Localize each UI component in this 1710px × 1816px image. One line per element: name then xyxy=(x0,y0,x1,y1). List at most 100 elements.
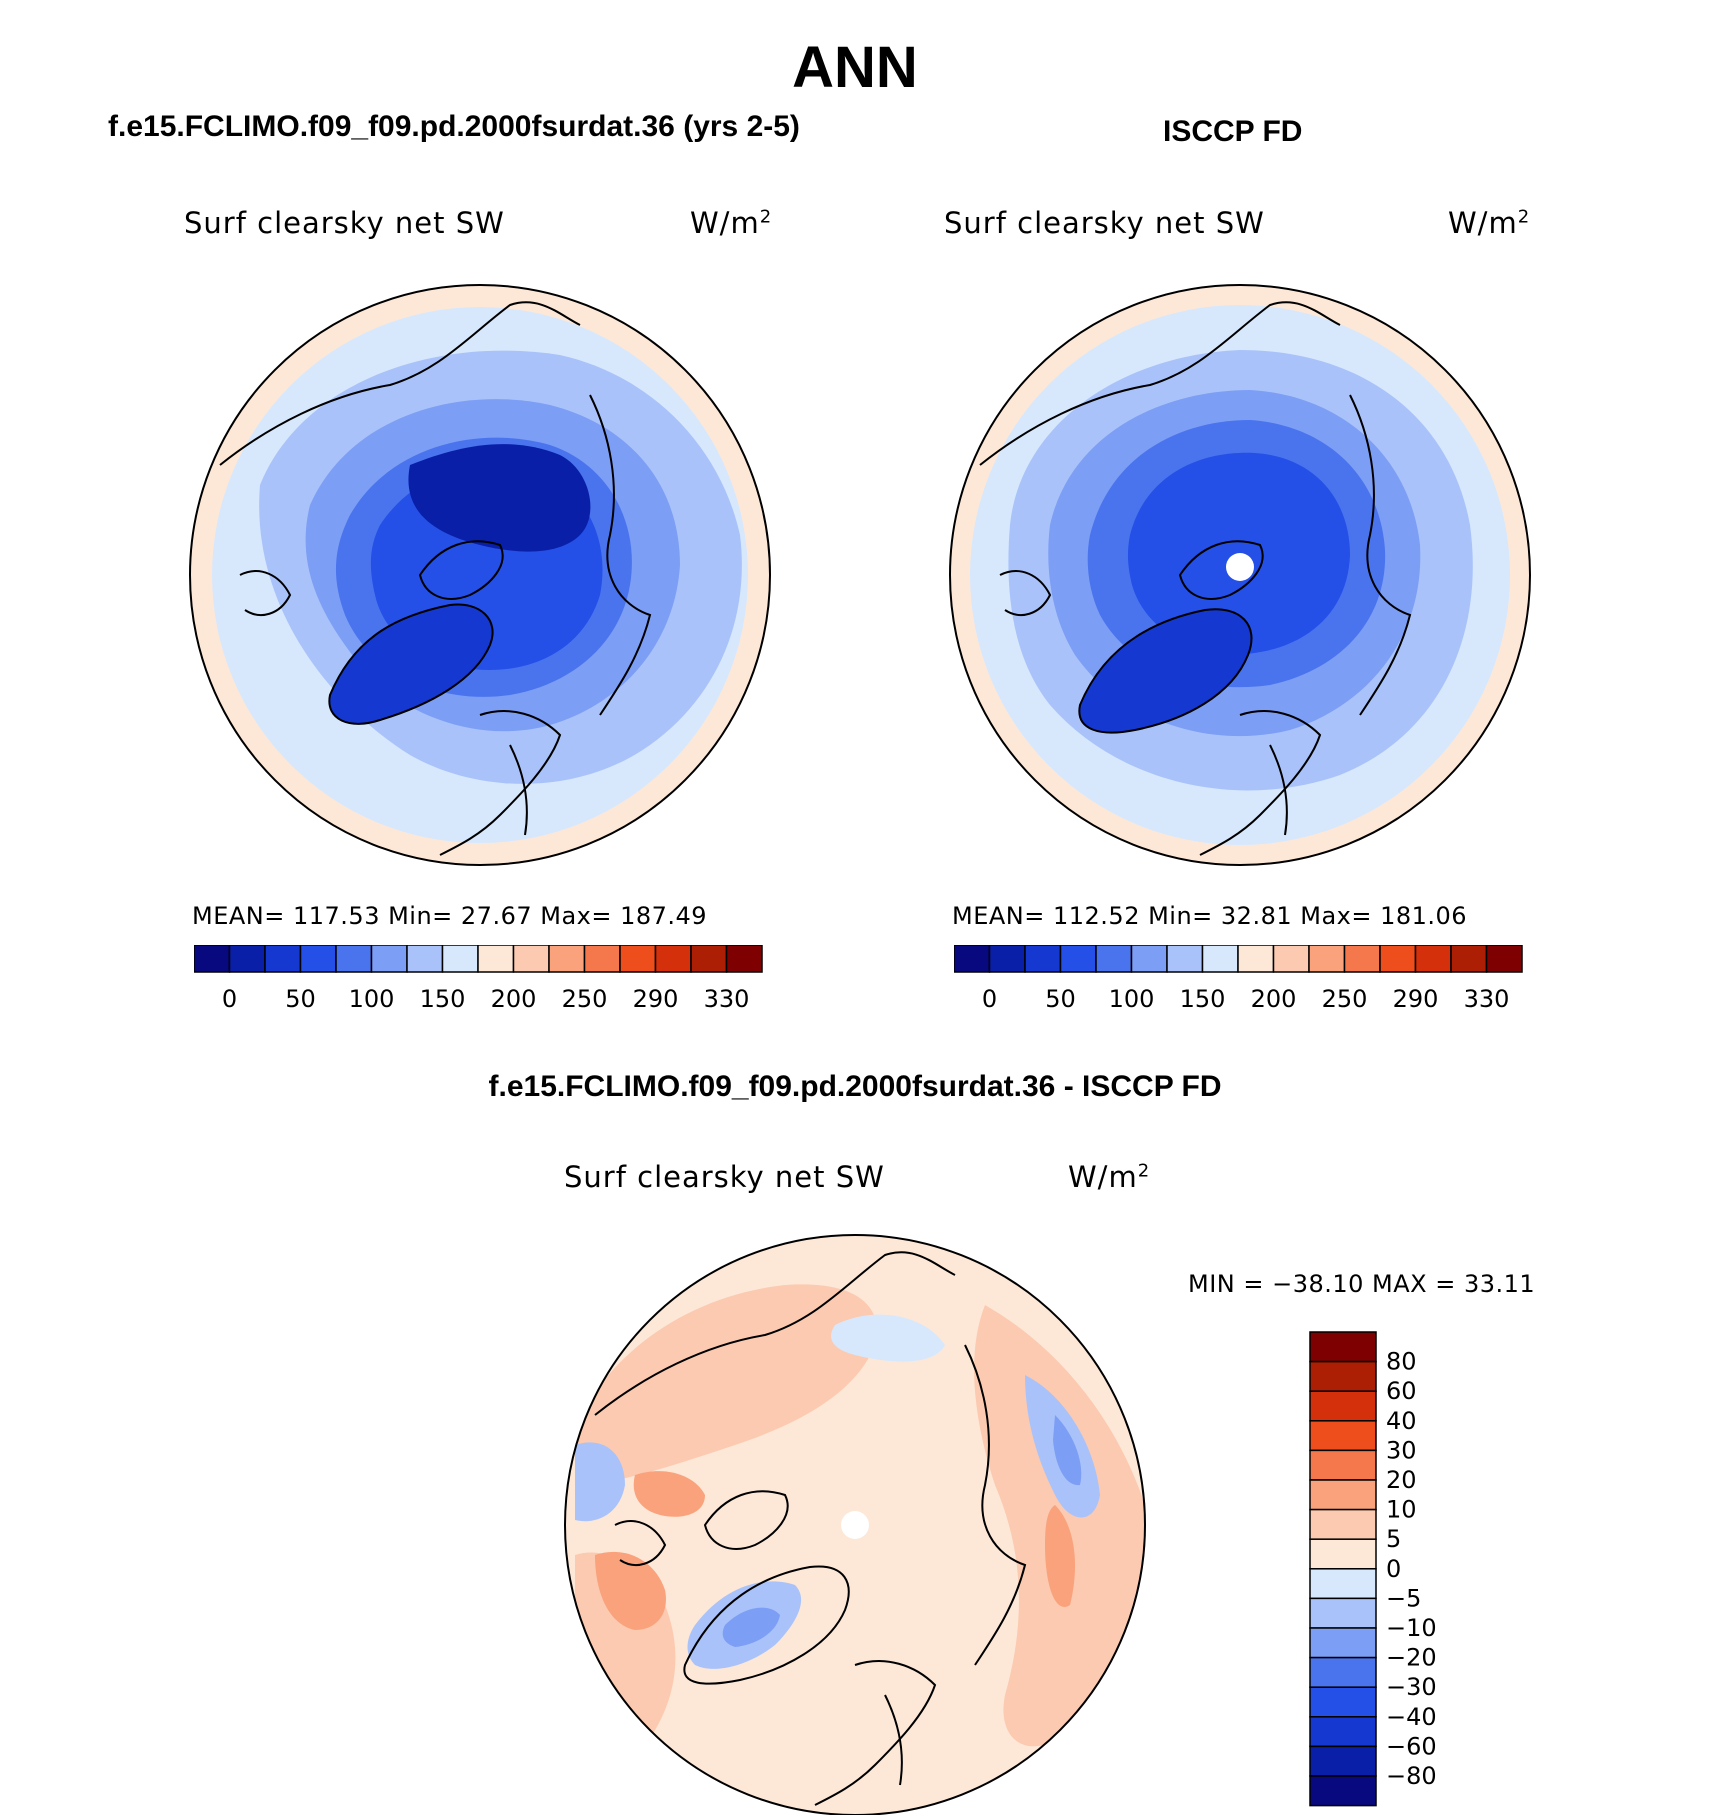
cb1-box-5 xyxy=(370,945,408,973)
cb2-box-0 xyxy=(954,945,991,973)
map1-greenland xyxy=(329,604,493,724)
cb1-box-11 xyxy=(583,945,621,973)
cb3-box-6 xyxy=(1309,1508,1377,1540)
panel-2-polar-map xyxy=(949,284,1531,866)
cb3-box-1 xyxy=(1309,1360,1377,1392)
cb3-tick-label: −60 xyxy=(1386,1732,1437,1760)
map2-coastlines xyxy=(979,301,1412,856)
cb3-tick-label: 60 xyxy=(1386,1377,1417,1405)
diff-contour-salmon-nw xyxy=(575,1284,877,1485)
diff-coastlines xyxy=(594,1251,1027,1806)
cb3-box-13 xyxy=(1309,1716,1377,1748)
panel-2-title: ISCCP FD xyxy=(1163,115,1303,148)
cb2-box-13 xyxy=(1414,945,1452,973)
cb3-box-3 xyxy=(1309,1420,1377,1452)
panel-1-colorbar: 0 50 100 150 200 250 290 330 xyxy=(194,945,763,1013)
cb2-tick-label: 0 xyxy=(982,985,997,1013)
cb2-box-15 xyxy=(1485,945,1523,973)
difference-title: f.e15.FCLIMO.f09_f09.pd.2000fsurdat.36 -… xyxy=(488,1070,1222,1103)
map2-boundary xyxy=(949,284,1531,866)
cb3-box-11 xyxy=(1309,1656,1377,1688)
cb2-box-8 xyxy=(1237,945,1275,973)
panel-1-stats: MEAN= 117.53 Min= 27.67 Max= 187.49 xyxy=(192,902,708,930)
cb3-tick-label: 10 xyxy=(1386,1496,1417,1524)
difference-variable-label: Surf clearsky net SW xyxy=(564,1160,885,1194)
map1-coastlines xyxy=(219,301,652,856)
diff-pole-hole xyxy=(841,1511,869,1539)
cb3-box-15 xyxy=(1309,1775,1377,1807)
cb1-tick-label: 0 xyxy=(222,985,237,1013)
cb3-tick-label: −10 xyxy=(1386,1614,1437,1642)
cb3-tick-label: 40 xyxy=(1386,1407,1417,1435)
cb3-tick-label: −30 xyxy=(1386,1673,1437,1701)
panel-2-colorbar: 0 50 100 150 200 250 290 330 xyxy=(954,945,1523,1013)
diff-contour-blue-w xyxy=(575,1442,625,1522)
cb2-tick-label: 200 xyxy=(1251,985,1297,1013)
cb3-box-2 xyxy=(1309,1390,1377,1422)
cb3-tick-label: 0 xyxy=(1386,1555,1401,1583)
cb1-tick-label: 200 xyxy=(491,985,537,1013)
cb2-tick-label: 250 xyxy=(1322,985,1368,1013)
cb1-tick-label: 100 xyxy=(349,985,395,1013)
cb2-box-11 xyxy=(1343,945,1381,973)
map2-pole-hole xyxy=(1226,553,1254,581)
cb3-box-5 xyxy=(1309,1479,1377,1511)
cb1-box-3 xyxy=(299,945,337,973)
cb3-tick-label: −5 xyxy=(1386,1584,1421,1612)
cb2-box-9 xyxy=(1272,945,1310,973)
cb2-box-6 xyxy=(1166,945,1204,973)
cb3-box-12 xyxy=(1309,1686,1377,1718)
figure-title: ANN xyxy=(792,35,918,100)
cb3-tick-label: 30 xyxy=(1386,1436,1417,1464)
cb3-tick-label: −40 xyxy=(1386,1703,1437,1731)
cb1-tick-label: 290 xyxy=(633,985,679,1013)
cb1-box-15 xyxy=(725,945,763,973)
cb3-box-9 xyxy=(1309,1597,1377,1629)
map1-contour-darkest xyxy=(408,444,591,552)
diff-contour-blue-n xyxy=(831,1314,945,1362)
panel-2-variable-label: Surf clearsky net SW xyxy=(944,206,1265,240)
cb2-box-12 xyxy=(1379,945,1417,973)
difference-polar-map xyxy=(564,1234,1146,1815)
diff-boundary xyxy=(564,1234,1146,1815)
cb2-box-5 xyxy=(1130,945,1168,973)
panel-1-polar-map xyxy=(189,284,771,866)
cb3-box-10 xyxy=(1309,1627,1377,1659)
cb3-tick-label: 80 xyxy=(1386,1348,1417,1376)
cb3-box-4 xyxy=(1309,1449,1377,1481)
cb2-tick-label: 150 xyxy=(1180,985,1226,1013)
cb2-box-10 xyxy=(1308,945,1346,973)
difference-stats: MIN = −38.10 MAX = 33.11 xyxy=(1188,1270,1536,1298)
panel-2-stats: MEAN= 112.52 Min= 32.81 Max= 181.06 xyxy=(952,902,1468,930)
cb2-tick-label: 100 xyxy=(1109,985,1155,1013)
cb3-box-8 xyxy=(1309,1568,1377,1600)
cb2-box-14 xyxy=(1450,945,1488,973)
cb2-box-1 xyxy=(988,945,1026,973)
cb1-box-12 xyxy=(619,945,657,973)
diff-contour-orange-sw xyxy=(595,1551,666,1630)
cb1-box-7 xyxy=(441,945,479,973)
cb2-box-2 xyxy=(1024,945,1062,973)
cb2-box-3 xyxy=(1059,945,1097,973)
cb1-tick-label: 50 xyxy=(285,985,316,1013)
cb2-tick-label: 290 xyxy=(1393,985,1439,1013)
diff-contour-orange-w xyxy=(633,1471,705,1517)
panel-2-units: W/m2 xyxy=(1448,206,1531,240)
cb3-box-14 xyxy=(1309,1745,1377,1777)
cb3-box-7 xyxy=(1309,1538,1377,1570)
cb3-tick-label: 5 xyxy=(1386,1525,1401,1553)
cb3-tick-label: −20 xyxy=(1386,1644,1437,1672)
cb1-box-8 xyxy=(477,945,515,973)
cb3-box-0 xyxy=(1309,1331,1377,1363)
cb1-box-0 xyxy=(194,945,231,973)
cb1-box-4 xyxy=(335,945,373,973)
cb1-box-6 xyxy=(406,945,444,973)
cb1-box-14 xyxy=(690,945,728,973)
cb3-tick-label: −80 xyxy=(1386,1762,1437,1790)
cb1-tick-label: 330 xyxy=(704,985,750,1013)
difference-units: W/m2 xyxy=(1068,1160,1151,1194)
cb1-box-1 xyxy=(228,945,266,973)
cb1-box-13 xyxy=(654,945,692,973)
cb1-tick-label: 250 xyxy=(562,985,608,1013)
